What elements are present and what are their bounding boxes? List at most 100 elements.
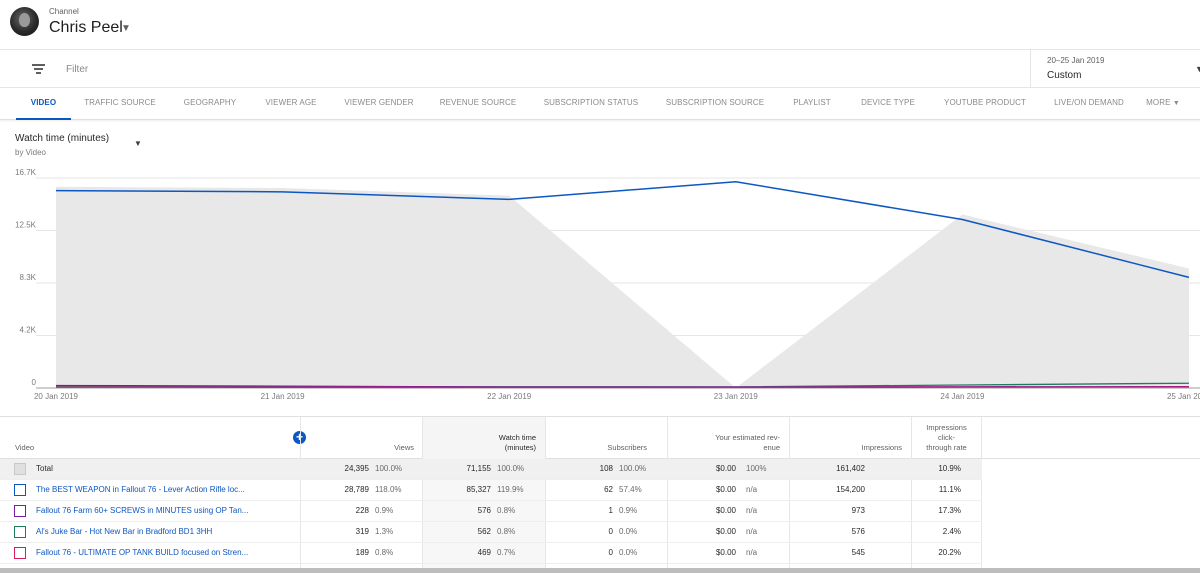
video-title[interactable]: Fallout 76 Farm 60+ SCREWS in MINUTES us…: [36, 506, 249, 515]
tab-geography[interactable]: GEOGRAPHY: [183, 98, 237, 107]
tab-more[interactable]: MORE ▼: [1142, 88, 1184, 120]
filter-input[interactable]: [66, 62, 366, 76]
filter-bar: [0, 50, 1200, 88]
watch-time-percent: 0.7%: [497, 548, 516, 557]
revenue-percent: n/a: [746, 527, 758, 536]
y-tick-label: 4.2K: [20, 326, 37, 335]
header-impressions[interactable]: Impressions: [861, 443, 902, 452]
date-range-label: 20–25 Jan 2019: [1047, 56, 1105, 65]
header-ctr[interactable]: Impressions click- through rate: [911, 417, 982, 459]
views-percent: 0.8%: [375, 548, 394, 557]
chevron-down-icon[interactable]: ▼: [134, 139, 142, 148]
channel-header: Channel Chris Peel ▼: [0, 0, 1200, 50]
ctr-value: 10.9%: [938, 464, 961, 473]
header-subscribers[interactable]: Subscribers: [607, 443, 647, 452]
chevron-down-icon[interactable]: ▼: [121, 23, 131, 34]
tab-revenue-source[interactable]: REVENUE SOURCE: [439, 98, 517, 107]
tab-playlist[interactable]: PLAYLIST: [793, 98, 831, 107]
date-preset-value: Custom: [1047, 70, 1082, 81]
tab-traffic-source[interactable]: TRAFFIC SOURCE: [84, 98, 156, 107]
video-title[interactable]: Fallout 76 - ULTIMATE OP TANK BUILD focu…: [36, 548, 249, 557]
chevron-down-icon[interactable]: ▼: [1195, 64, 1200, 74]
ctr-value: 17.3%: [938, 506, 961, 515]
date-range-picker[interactable]: 20–25 Jan 2019 Custom ▼: [1030, 50, 1200, 88]
video-title: Total: [36, 464, 53, 473]
x-tick-label: 21 Jan 2019: [261, 392, 306, 401]
y-tick-label: 0: [32, 378, 37, 387]
views-value: 28,789: [344, 485, 369, 494]
total-area: [56, 186, 1189, 388]
views-percent: 0.9%: [375, 506, 394, 515]
filter-icon[interactable]: [32, 64, 45, 74]
header-revenue[interactable]: Your estimated rev- enue: [667, 417, 789, 459]
channel-avatar[interactable]: [10, 7, 39, 36]
header-views[interactable]: Views: [394, 443, 414, 452]
views-percent: 100.0%: [375, 464, 403, 473]
add-metric-icon[interactable]: +: [293, 431, 306, 444]
watch-time-value: 469: [477, 548, 491, 557]
header-watch-time[interactable]: Watch time (minutes): [423, 417, 545, 459]
horizontal-scrollbar[interactable]: [0, 568, 1200, 573]
views-percent: 118.0%: [375, 485, 402, 494]
metric-selector-subtitle: by Video: [15, 148, 46, 157]
table-row[interactable]: The BEST WEAPON in Fallout 76 - Lever Ac…: [0, 480, 982, 501]
column-divider: [911, 417, 912, 573]
revenue-value: $0.00: [715, 527, 736, 536]
views-value: 228: [355, 506, 369, 515]
header-video[interactable]: Video: [15, 443, 35, 452]
revenue-value: $0.00: [715, 548, 736, 557]
tab-device-type[interactable]: DEVICE TYPE: [861, 98, 915, 107]
column-divider: [789, 417, 790, 573]
views-value: 189: [355, 548, 369, 557]
x-tick-label: 22 Jan 2019: [487, 392, 532, 401]
video-title[interactable]: The BEST WEAPON in Fallout 76 - Lever Ac…: [36, 485, 245, 494]
y-tick-label: 8.3K: [20, 273, 37, 282]
channel-name[interactable]: Chris Peel: [49, 19, 123, 36]
table-row[interactable]: Fallout 76 Farm 60+ SCREWS in MINUTES us…: [0, 501, 982, 522]
table-total-row[interactable]: Total 24,395 100.0% 71,155 100.0% 108 100.0% $0…: [0, 459, 982, 480]
subscribers-value: 1: [608, 506, 613, 515]
table-header: Video + Views Watch time (minutes) Subsc…: [0, 417, 1200, 459]
watch-time-percent: 119.9%: [497, 485, 524, 494]
video-title[interactable]: Al's Juke Bar - Hot New Bar in Bradford …: [36, 527, 213, 536]
subscribers-percent: 100.0%: [619, 464, 647, 473]
views-value: 24,395: [344, 464, 369, 473]
x-tick-label: 24 Jan 2019: [940, 392, 985, 401]
y-axis-ticks: 0 4.2K 8.3K 12.5K 16.7K: [15, 168, 37, 387]
watch-time-value: 562: [477, 527, 491, 536]
subscribers-percent: 57.4%: [619, 485, 642, 494]
total-area-fill: [56, 186, 1189, 388]
tab-subscription-source[interactable]: SUBSCRIPTION SOURCE: [665, 98, 765, 107]
ctr-value: 20.2%: [938, 548, 961, 557]
table-row[interactable]: Fallout 76 - ULTIMATE OP TANK BUILD focu…: [0, 543, 982, 564]
column-divider: [545, 417, 546, 573]
impressions-value: 161,402: [836, 464, 865, 473]
metric-selector-title[interactable]: Watch time (minutes): [15, 133, 110, 144]
subscribers-value: 62: [604, 485, 613, 494]
subscribers-value: 108: [599, 464, 613, 473]
table-row[interactable]: Al's Juke Bar - Hot New Bar in Bradford …: [0, 522, 982, 543]
column-divider: [422, 417, 423, 573]
row-checkbox[interactable]: [14, 505, 26, 517]
caret-down-icon: ▼: [1172, 100, 1180, 107]
tab-video[interactable]: VIDEO: [16, 88, 71, 120]
dimension-tabs: VIDEO TRAFFIC SOURCE GEOGRAPHY VIEWER AG…: [0, 88, 1200, 120]
header-revenue-line1: Your estimated rev-: [715, 433, 780, 442]
channel-caption: Channel: [49, 7, 79, 16]
subscribers-value: 0: [608, 527, 613, 536]
tab-live-on-demand[interactable]: LIVE/ON DEMAND: [1054, 98, 1124, 107]
row-checkbox[interactable]: [14, 526, 26, 538]
row-checkbox[interactable]: [14, 463, 26, 475]
header-watch-time-line2: (minutes): [504, 443, 536, 452]
tab-subscription-status[interactable]: SUBSCRIPTION STATUS: [543, 98, 639, 107]
header-ctr-line3: through rate: [926, 443, 967, 452]
row-checkbox[interactable]: [14, 484, 26, 496]
tab-viewer-age[interactable]: VIEWER AGE: [265, 98, 317, 107]
row-checkbox[interactable]: [14, 547, 26, 559]
column-divider: [300, 417, 301, 573]
tab-viewer-gender[interactable]: VIEWER GENDER: [344, 98, 414, 107]
revenue-value: $0.00: [715, 506, 736, 515]
series-line-1: [55, 181, 1190, 279]
tab-youtube-product[interactable]: YOUTUBE PRODUCT: [944, 98, 1026, 107]
impressions-value: 973: [851, 506, 865, 515]
